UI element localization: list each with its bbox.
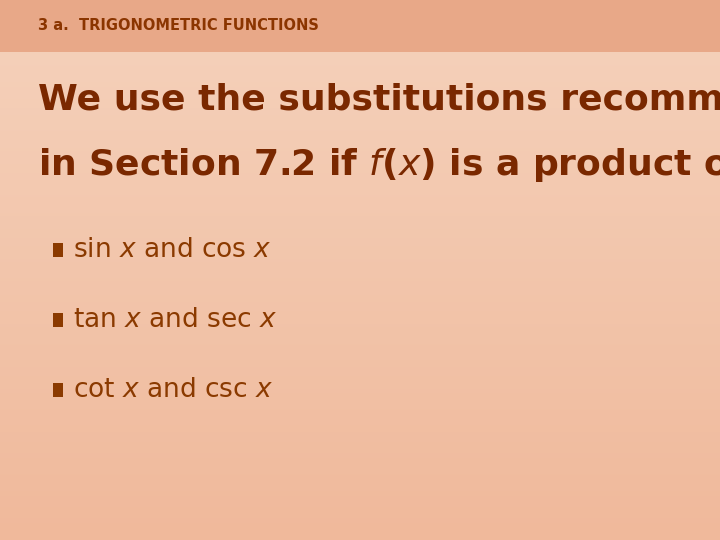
Bar bbox=[0, 0, 720, 52]
Text: 3 a.  TRIGONOMETRIC FUNCTIONS: 3 a. TRIGONOMETRIC FUNCTIONS bbox=[38, 18, 319, 33]
Text: in Section 7.2 if $\mathit{f}$($\mathit{x}$) is a product of:: in Section 7.2 if $\mathit{f}$($\mathit{… bbox=[38, 146, 720, 184]
Bar bbox=[53, 383, 63, 397]
Text: cot $\mathit{x}$ and csc $\mathit{x}$: cot $\mathit{x}$ and csc $\mathit{x}$ bbox=[73, 377, 274, 403]
Bar bbox=[53, 313, 63, 327]
Text: We use the substitutions recommended: We use the substitutions recommended bbox=[38, 83, 720, 117]
Bar bbox=[53, 243, 63, 257]
Text: tan $\mathit{x}$ and sec $\mathit{x}$: tan $\mathit{x}$ and sec $\mathit{x}$ bbox=[73, 307, 277, 333]
Text: sin $\mathit{x}$ and cos $\mathit{x}$: sin $\mathit{x}$ and cos $\mathit{x}$ bbox=[73, 237, 271, 263]
